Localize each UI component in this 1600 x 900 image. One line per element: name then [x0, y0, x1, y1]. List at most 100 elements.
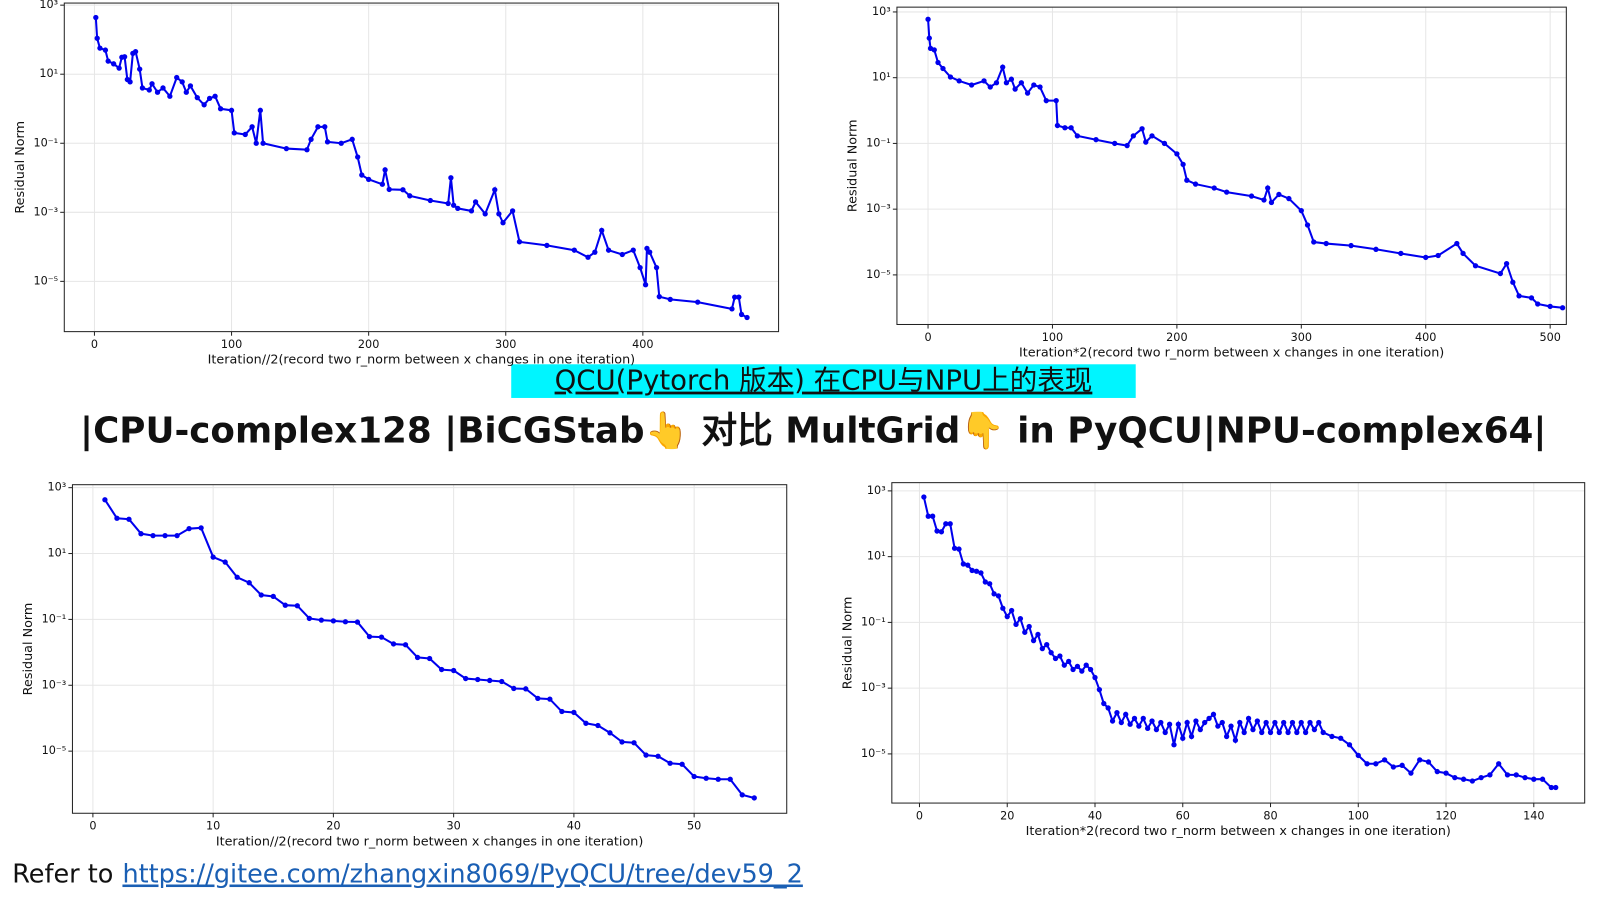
data-point [1048, 650, 1054, 656]
data-point [1548, 784, 1554, 791]
data-point [732, 294, 738, 300]
data-point [544, 242, 550, 249]
data-point [679, 761, 685, 767]
data-point [167, 93, 173, 99]
data-point [1202, 719, 1208, 726]
data-point [116, 65, 122, 71]
x-tick-label: 0 [916, 809, 923, 822]
data-point [206, 95, 213, 101]
data-point [1096, 687, 1103, 693]
data-point [1390, 764, 1397, 770]
y-tick-label: 10⁻⁵ [42, 744, 67, 757]
data-point [318, 617, 325, 623]
data-point [605, 247, 612, 253]
data-point [1267, 729, 1274, 736]
data-point [1131, 715, 1138, 722]
data-point [194, 94, 200, 101]
data-point [947, 74, 954, 80]
data-point [631, 740, 637, 746]
plot-frame [71, 484, 788, 814]
data-point [1161, 140, 1168, 147]
slide-subtitle: |CPU-complex128 |BiCGStab👆 对比 MultGrid👇 … [80, 410, 1546, 452]
data-point [1118, 719, 1124, 726]
data-point [1112, 140, 1118, 147]
chart: 0 20 40 60 80 100 120 140 10³ 10¹ 10⁻¹ 10⁻³ 10⁻⁵ Iter… [840, 482, 1586, 839]
data-point [535, 695, 541, 702]
data-point [968, 82, 975, 88]
data-point [736, 294, 742, 300]
data-point [1497, 270, 1504, 277]
x-tick-label: 400 [632, 338, 653, 351]
data-point [1513, 772, 1519, 778]
y-axis-label: Residual Norm [13, 121, 28, 214]
data-point [365, 176, 372, 183]
data-point [727, 776, 733, 782]
data-point [926, 35, 932, 41]
data-point [201, 102, 207, 108]
data-point [1092, 674, 1098, 681]
data-point [1250, 726, 1256, 733]
data-point [643, 752, 649, 758]
data-point [1166, 721, 1173, 727]
data-point [1408, 770, 1414, 776]
data-point [1539, 776, 1546, 782]
plot-frame [63, 2, 780, 333]
data-point [455, 205, 461, 212]
data-point [1180, 735, 1186, 741]
data-point [139, 85, 146, 91]
data-point [1074, 133, 1081, 139]
data-point [162, 532, 168, 539]
data-point [1435, 252, 1441, 259]
data-point [1423, 254, 1429, 261]
data-point [1068, 125, 1074, 131]
data-point [1307, 719, 1313, 726]
data-point [294, 603, 300, 609]
data-point [322, 124, 328, 130]
footer-link[interactable]: https://gitee.com/zhangxin8069/PyQCU/tre… [122, 860, 802, 890]
data-point [1037, 84, 1043, 90]
data-point [1022, 629, 1028, 635]
data-point [1268, 199, 1275, 206]
data-point [354, 619, 361, 625]
data-point [1452, 774, 1458, 781]
data-point [1008, 76, 1015, 82]
data-point [599, 227, 605, 234]
data-point [1547, 303, 1553, 310]
data-point [619, 251, 625, 258]
data-point [1026, 623, 1032, 630]
x-tick-label: 30 [447, 820, 461, 833]
data-point [242, 131, 248, 138]
data-point [1083, 662, 1089, 668]
data-point [150, 532, 156, 539]
y-tick-label: 10⁻¹ [861, 615, 886, 628]
data-point [324, 139, 331, 145]
data-point [1228, 723, 1234, 729]
data-point [929, 513, 936, 519]
data-point [1219, 719, 1225, 726]
data-point [630, 247, 636, 253]
x-tick-label: 60 [1176, 809, 1190, 822]
data-point [315, 124, 321, 130]
data-point [1184, 719, 1190, 726]
data-point [647, 249, 653, 255]
data-point [1206, 715, 1212, 722]
data-point [703, 775, 709, 781]
data-point [1329, 733, 1335, 740]
data-point [1298, 719, 1304, 726]
x-tick-label: 200 [358, 338, 379, 351]
data-point [1434, 768, 1440, 775]
data-point [382, 167, 388, 173]
data-point [306, 615, 312, 622]
data-point [637, 264, 643, 271]
data-point [995, 593, 1002, 599]
data-point [482, 211, 488, 217]
x-tick-label: 120 [1435, 809, 1456, 822]
data-point [1346, 742, 1353, 748]
data-point [1003, 80, 1010, 86]
data-point [342, 619, 349, 625]
data-point [1101, 700, 1107, 707]
data-point [982, 579, 988, 585]
data-point [1175, 721, 1182, 727]
x-tick-label: 100 [221, 338, 242, 351]
